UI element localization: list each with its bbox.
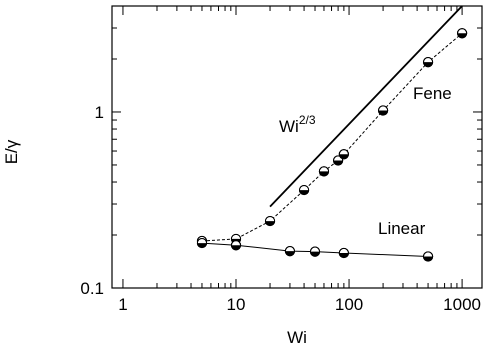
x-tick-label: 10 [227,295,246,314]
marker-fill [378,110,388,116]
data-point-fene [298,184,310,196]
marker-ring [230,240,242,251]
x-axis-label: Wi [287,328,307,347]
marker-fill [285,251,295,256]
marker-ring [456,28,468,39]
marker-fill [299,190,309,195]
data-point-linear [309,246,321,257]
marker-ring [309,246,321,257]
x-tick-label: 100 [335,295,363,314]
data-point-linear [422,251,434,262]
marker-ring [377,105,389,116]
marker-fill [265,221,275,226]
data-point-linear [338,247,349,259]
x-tick-label: 1000 [443,295,481,314]
plot-frame [111,5,483,289]
marker-fill [423,256,433,262]
annotation-linear: Linear [378,219,426,238]
marker-ring [318,166,330,177]
data-point-fene [422,57,434,68]
marker-ring [422,57,434,68]
data-point-fene [338,149,349,160]
y-tick-label: 0.1 [80,279,104,298]
marker-fill [310,251,320,257]
axis-ticks [112,5,482,289]
x-tick-label: 1 [118,295,127,314]
marker-fill [197,243,207,248]
marker-ring [298,184,310,196]
reference-line-wi-2-3 [269,5,463,208]
annotation-wi-base: Wi [279,117,299,136]
marker-fill [339,253,349,258]
data-point-fene [318,166,330,177]
marker-ring [422,251,434,262]
data-point-fene [264,215,276,227]
data-point-fene [332,155,344,166]
y-axis-label: E/γ [2,139,21,164]
marker-layer [196,28,468,262]
marker-fill [333,160,343,166]
data-point-linear [230,240,242,251]
annotation-wi-scaling: Wi2/3 [279,113,316,136]
y-tick-label: 1 [95,103,104,122]
data-point-fene [456,28,468,39]
marker-ring [284,246,296,257]
data-point-linear [284,246,296,257]
marker-ring [196,237,208,249]
marker-fill [339,154,349,159]
data-point-linear [196,237,208,249]
series-line-linear [201,242,429,257]
marker-ring [338,149,349,160]
marker-fill [231,245,241,250]
marker-fill [319,171,329,176]
marker-ring [264,215,276,227]
marker-ring [332,155,344,166]
series-line-fene [201,32,463,242]
data-point-fene [377,105,389,116]
tick-labels: 1 10 100 1000 0.1 1 [80,103,481,314]
annotation-wi-exponent: 2/3 [299,113,316,127]
marker-fill [423,62,433,67]
marker-ring [338,247,349,259]
series-layer [201,32,463,257]
annotation-fene: Fene [413,84,452,103]
reference-line-layer [269,5,463,208]
marker-fill [457,33,467,38]
